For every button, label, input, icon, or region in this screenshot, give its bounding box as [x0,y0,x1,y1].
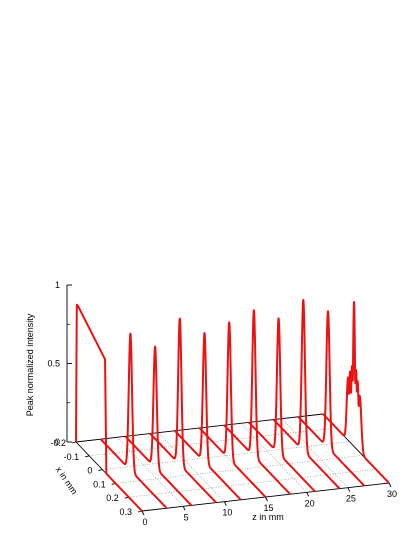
slice-curve-5 [198,321,267,498]
slice-curve-3 [149,317,217,504]
y-tick-label: 0 [142,517,147,527]
slice-curve-10 [322,300,390,484]
x-tick-mark [71,441,77,444]
slice-curve-8 [272,298,341,490]
y-tick-label: 30 [387,489,397,499]
floor-gridline-z [281,418,349,488]
slice-curve-0 [75,303,143,512]
y-tick-label: 25 [346,494,356,504]
z-axis-label: Peak normalized intensity [25,313,35,416]
x-tick-mark [98,469,103,472]
slice-curve-9 [297,310,366,487]
slice-curve-4 [173,332,242,501]
z-tick-label: 0 [55,437,60,447]
y-tick-mark [347,487,351,492]
x-tick-mark [85,455,90,458]
floor-gridline-z [116,437,184,507]
y-tick-mark [141,510,145,516]
x-tick-label: -0.1 [64,452,80,462]
slice-curve-2 [124,345,193,507]
series-layer [75,298,390,512]
x-tick-label: -0.2 [50,438,66,448]
y-tick-label: 15 [263,503,273,513]
y-tick-mark [265,496,268,502]
x-axis-label: x in mm [54,464,80,496]
x-tick-label: 0.3 [119,507,132,517]
slice-curve-7 [248,317,316,493]
slice-curve-6 [223,309,292,496]
y-tick-label: 20 [305,498,315,508]
z-tick-label: 0.5 [47,359,60,369]
axes-layer [66,284,392,516]
y-axis-label: z in mm [252,512,284,522]
floor-gridline-z [240,423,307,493]
tick-labels: 00.51-0.2-0.100.10.20.30 5 10 15 20 25 30 [47,280,397,527]
y-tick-mark [182,506,186,511]
y-tick-label: 10 [222,508,232,518]
y-tick-label: 5 [184,512,189,522]
y-tick-mark [306,492,310,497]
x-tick-label: 0.2 [106,493,119,503]
z-tick-label: 1 [55,280,60,290]
y-tick-mark [223,501,227,506]
floor-gridline-z [158,432,225,502]
slice-curve-1 [99,332,168,510]
x-tick-label: 0 [87,466,92,476]
x-tick-label: 0.1 [93,479,106,489]
y-tick-mark [388,482,392,488]
